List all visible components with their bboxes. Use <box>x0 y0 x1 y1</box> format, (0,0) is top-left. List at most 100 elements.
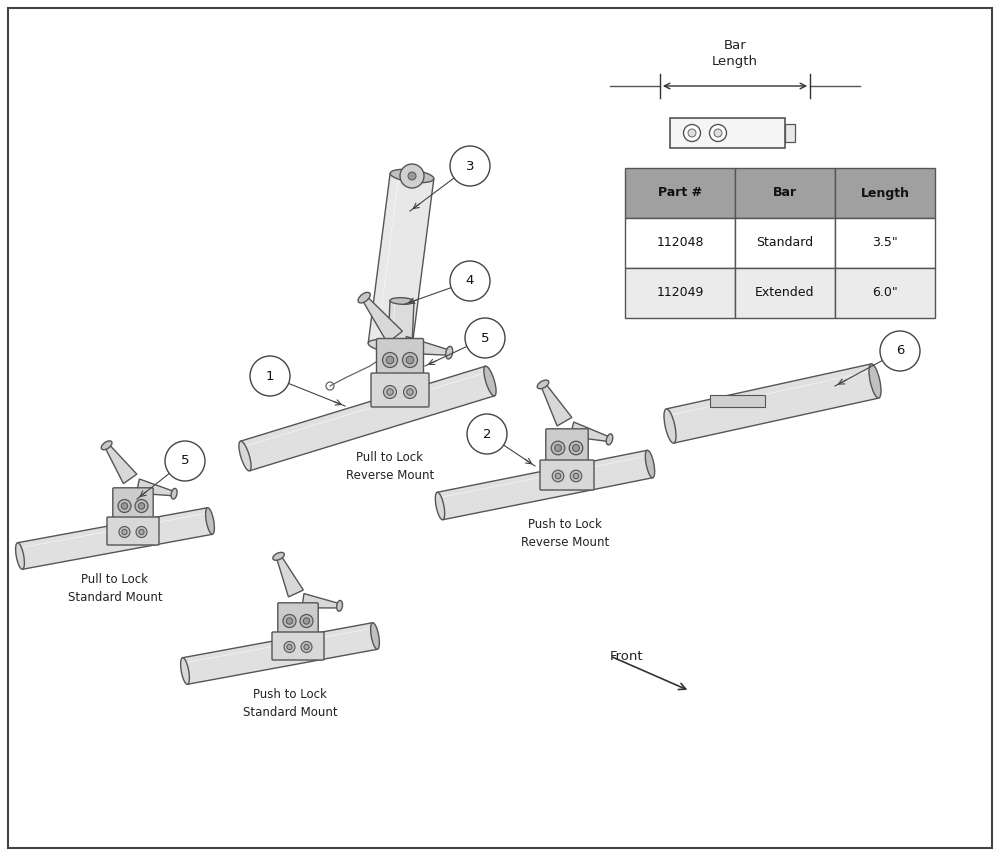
Bar <box>835 218 935 268</box>
Text: 2: 2 <box>483 427 491 441</box>
Bar <box>625 268 735 318</box>
Ellipse shape <box>388 342 412 349</box>
Circle shape <box>403 385 416 399</box>
Polygon shape <box>403 336 450 355</box>
Bar <box>670 118 785 148</box>
Ellipse shape <box>273 552 284 561</box>
Polygon shape <box>302 593 340 608</box>
Ellipse shape <box>390 169 434 182</box>
Bar <box>735 168 835 218</box>
Polygon shape <box>18 508 212 569</box>
Ellipse shape <box>358 293 370 303</box>
Polygon shape <box>136 479 175 496</box>
Text: 5: 5 <box>181 455 189 467</box>
Ellipse shape <box>606 434 613 445</box>
FancyBboxPatch shape <box>371 373 429 407</box>
Circle shape <box>683 124 700 141</box>
Ellipse shape <box>171 489 177 499</box>
Text: Bar: Bar <box>773 187 797 199</box>
Circle shape <box>119 526 130 538</box>
Ellipse shape <box>484 366 496 395</box>
Text: Length: Length <box>860 187 910 199</box>
Ellipse shape <box>869 364 881 398</box>
Bar <box>835 168 935 218</box>
Polygon shape <box>388 300 414 347</box>
Circle shape <box>714 129 722 137</box>
Bar <box>735 268 835 318</box>
Circle shape <box>551 441 565 455</box>
Circle shape <box>304 645 309 650</box>
Circle shape <box>569 441 583 455</box>
Polygon shape <box>570 422 610 442</box>
Text: Extended: Extended <box>755 287 815 300</box>
Circle shape <box>283 615 296 627</box>
Text: Part #: Part # <box>658 187 702 199</box>
Circle shape <box>139 529 144 535</box>
Ellipse shape <box>181 657 189 684</box>
Polygon shape <box>362 296 402 343</box>
Ellipse shape <box>645 450 655 478</box>
Circle shape <box>570 470 582 482</box>
Bar <box>785 124 795 142</box>
Ellipse shape <box>435 492 445 520</box>
Circle shape <box>122 529 127 535</box>
Circle shape <box>286 618 293 624</box>
Circle shape <box>467 414 507 454</box>
Text: 3.5": 3.5" <box>872 236 898 249</box>
Text: Bar
Length: Bar Length <box>712 39 758 68</box>
Polygon shape <box>437 450 653 520</box>
Circle shape <box>880 331 920 371</box>
Text: Pull to Lock
Reverse Mount: Pull to Lock Reverse Mount <box>346 451 434 482</box>
Circle shape <box>408 172 416 180</box>
Ellipse shape <box>371 622 379 650</box>
Polygon shape <box>276 556 303 597</box>
FancyBboxPatch shape <box>546 429 588 465</box>
Circle shape <box>301 641 312 652</box>
Bar <box>710 395 765 407</box>
Text: 112048: 112048 <box>656 236 704 249</box>
Bar <box>835 268 935 318</box>
Ellipse shape <box>206 508 214 534</box>
Bar <box>625 168 735 218</box>
Circle shape <box>250 356 290 396</box>
Circle shape <box>555 473 561 479</box>
Circle shape <box>406 356 414 364</box>
Polygon shape <box>240 366 495 471</box>
Polygon shape <box>105 444 137 484</box>
Circle shape <box>303 618 310 624</box>
Ellipse shape <box>337 600 343 611</box>
Circle shape <box>136 526 147 538</box>
Text: Front: Front <box>610 650 644 663</box>
Bar <box>625 218 735 268</box>
Circle shape <box>382 353 398 367</box>
Polygon shape <box>368 173 434 349</box>
Circle shape <box>284 641 295 652</box>
Circle shape <box>407 389 413 395</box>
Ellipse shape <box>239 441 251 471</box>
Ellipse shape <box>390 298 414 305</box>
Polygon shape <box>541 383 572 426</box>
Circle shape <box>400 164 424 188</box>
Text: 4: 4 <box>466 275 474 288</box>
Circle shape <box>573 444 579 451</box>
FancyBboxPatch shape <box>272 632 324 660</box>
FancyBboxPatch shape <box>376 338 423 379</box>
FancyBboxPatch shape <box>113 488 153 522</box>
Ellipse shape <box>368 339 412 353</box>
Circle shape <box>402 353 417 367</box>
FancyBboxPatch shape <box>107 517 159 545</box>
Ellipse shape <box>537 380 549 389</box>
Ellipse shape <box>16 543 24 569</box>
Text: 6: 6 <box>896 344 904 358</box>
Text: Push to Lock
Standard Mount: Push to Lock Standard Mount <box>243 688 337 719</box>
Text: Standard: Standard <box>756 236 814 249</box>
Circle shape <box>287 645 292 650</box>
Circle shape <box>386 356 394 364</box>
Circle shape <box>138 502 145 509</box>
Circle shape <box>688 129 696 137</box>
Circle shape <box>450 146 490 186</box>
Bar <box>735 218 835 268</box>
Polygon shape <box>666 364 879 443</box>
Text: 112049: 112049 <box>656 287 704 300</box>
FancyBboxPatch shape <box>540 460 594 490</box>
